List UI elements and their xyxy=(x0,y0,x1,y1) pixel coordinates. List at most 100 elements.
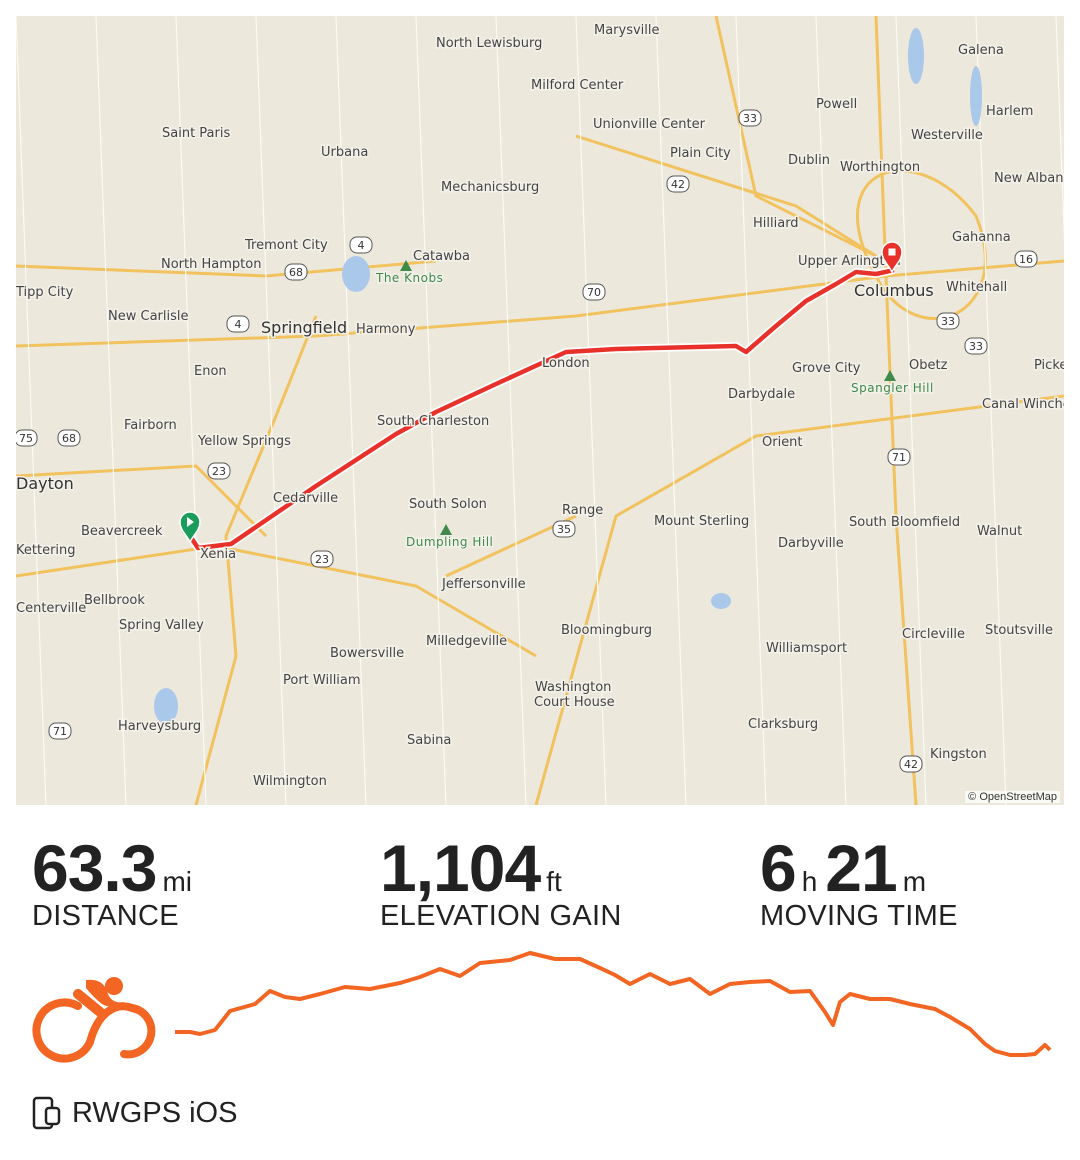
start-marker[interactable] xyxy=(179,511,201,544)
place-label: Range xyxy=(562,503,603,518)
route-path xyxy=(188,267,895,551)
place-label: Beavercreek xyxy=(81,524,163,539)
place-label: Cedarville xyxy=(273,491,338,506)
map-road xyxy=(16,464,268,538)
place-label: Spring Valley xyxy=(119,618,204,633)
route-shield xyxy=(964,337,988,355)
place-label: New Carlisle xyxy=(108,309,188,324)
place-label: Bowersville xyxy=(330,646,404,661)
map-road xyxy=(856,169,987,320)
route-shield xyxy=(16,429,38,447)
stat-distance: 63.3 mi DISTANCE xyxy=(32,830,200,933)
place-label: Stoutsville xyxy=(985,623,1053,638)
map-minor-road xyxy=(95,16,127,805)
place-label: Tremont City xyxy=(244,238,328,253)
place-label: Dublin xyxy=(788,153,830,168)
route-shield xyxy=(899,755,923,773)
start-icon xyxy=(187,517,194,527)
route-shield xyxy=(738,109,762,127)
route-shield xyxy=(349,236,373,254)
place-label: Orient xyxy=(762,435,803,450)
map-road xyxy=(534,394,1064,805)
route-shield xyxy=(1014,250,1038,268)
cycling-icon xyxy=(32,977,156,1063)
place-label: Powell xyxy=(816,97,857,112)
route-shield-label: 16 xyxy=(1019,253,1033,266)
device-source: RWGPS iOS xyxy=(32,1096,237,1130)
place-label: Mechanicsburg xyxy=(441,180,539,195)
place-label: Urbana xyxy=(321,145,368,160)
route-shield-label: 75 xyxy=(19,432,33,445)
place-label: Grove City xyxy=(792,361,861,376)
minutes-value: 21 xyxy=(825,831,897,905)
place-label: Westerville xyxy=(911,128,983,143)
place-label: Court House xyxy=(534,695,615,710)
map-lake xyxy=(970,66,982,126)
route-shield xyxy=(887,448,911,466)
route-shield xyxy=(57,429,81,447)
map-lake xyxy=(711,593,731,609)
place-label: Obetz xyxy=(909,358,948,373)
route-shield xyxy=(284,263,308,281)
route-shield xyxy=(666,175,690,193)
place-label: Kettering xyxy=(16,543,76,558)
map-minor-road xyxy=(495,16,527,805)
stat-elevation: 1,104 ft ELEVATION GAIN xyxy=(380,830,622,933)
route-shield xyxy=(552,520,576,538)
map-road xyxy=(194,315,318,805)
place-label: South Bloomfield xyxy=(849,515,960,530)
route-shield-label: 42 xyxy=(671,178,685,191)
route-shield-label: 42 xyxy=(904,758,918,771)
elevation-value: 1,104 xyxy=(380,831,541,905)
route-map[interactable]: Marysville North Lewisburg Milford Center U… xyxy=(16,16,1064,805)
route-shield-label: 23 xyxy=(212,465,226,478)
route-shield xyxy=(226,315,250,333)
place-label: Kingston xyxy=(930,747,987,762)
map-minor-road xyxy=(255,16,287,805)
place-label: Worthington xyxy=(840,160,920,175)
place-label: Williamsport xyxy=(766,641,847,656)
place-label: Mount Sterling xyxy=(654,514,749,529)
route-shield-label: 35 xyxy=(557,523,571,536)
place-label: Darbyville xyxy=(778,536,844,551)
place-label: Fairborn xyxy=(124,418,177,433)
place-label: Springfield xyxy=(261,318,347,337)
route-shield xyxy=(48,722,72,740)
map-minor-road xyxy=(655,16,687,805)
place-label: Milford Center xyxy=(531,78,624,93)
map-labels: Marysville North Lewisburg Milford Center U… xyxy=(16,22,1064,791)
map-road xyxy=(575,134,877,258)
map-minor-road xyxy=(335,16,367,805)
place-label: Picke xyxy=(1034,358,1064,373)
hours-unit: h xyxy=(801,866,818,897)
map-road xyxy=(16,259,1064,348)
place-label: South Solon xyxy=(409,497,487,512)
distance-value: 63.3 xyxy=(32,831,157,905)
phone-watch-icon xyxy=(32,1096,61,1130)
device-label: RWGPS iOS xyxy=(72,1096,238,1129)
elevation-profile-line xyxy=(175,951,1052,1057)
map-lake xyxy=(342,256,370,292)
route-shield-label: 71 xyxy=(892,451,906,464)
place-label: Darbydale xyxy=(728,387,795,402)
place-label: New Albany xyxy=(994,171,1064,186)
route-shield-label: 33 xyxy=(743,112,757,125)
route-shield-label: 33 xyxy=(941,315,955,328)
place-label: Whitehall xyxy=(946,280,1007,295)
moving-time-label: MOVING TIME xyxy=(760,900,958,932)
map-attribution[interactable]: © OpenStreetMap xyxy=(965,791,1060,803)
place-label: Unionville Center xyxy=(593,117,706,132)
map-minor-road xyxy=(575,16,607,805)
place-label: Marysville xyxy=(594,23,660,38)
end-marker[interactable] xyxy=(881,241,903,274)
place-label: Jeffersonville xyxy=(441,577,526,592)
route-shield-label: 71 xyxy=(53,725,67,738)
place-label: Wilmington xyxy=(253,774,327,789)
place-label: Sabina xyxy=(407,733,451,748)
peak-icon xyxy=(400,260,412,271)
elevation-unit: ft xyxy=(546,866,562,897)
place-label: Bloomingburg xyxy=(561,623,652,638)
hours-value: 6 xyxy=(760,831,797,905)
map-canvas: Marysville North Lewisburg Milford Center U… xyxy=(16,16,1064,805)
place-label: Harveysburg xyxy=(118,719,201,734)
